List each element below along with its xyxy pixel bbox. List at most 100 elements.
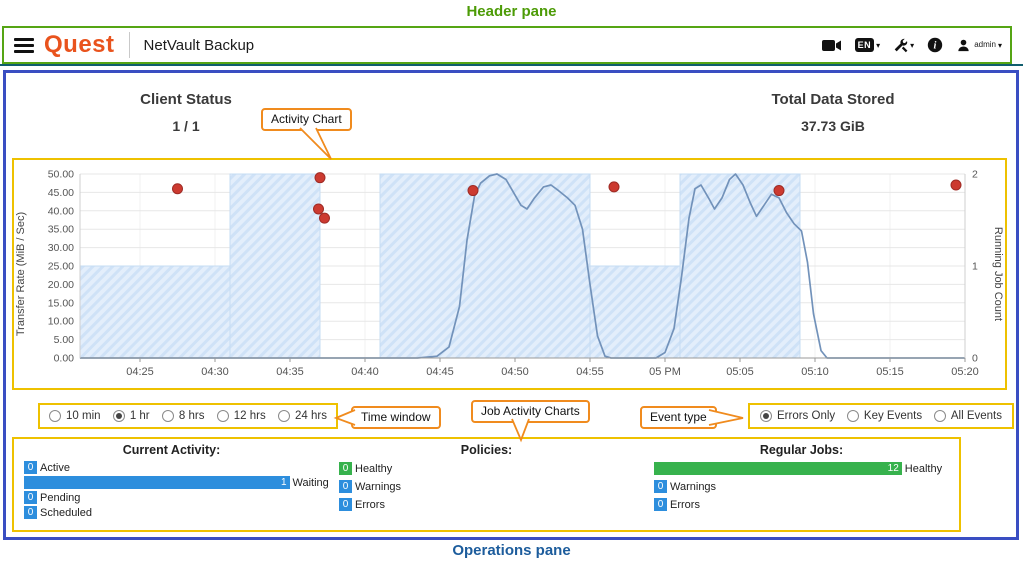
svg-text:04:45: 04:45: [426, 366, 454, 378]
svg-text:i: i: [934, 41, 937, 52]
chevron-down-icon: ▾: [910, 40, 915, 50]
ops-row: 0 Scheduled: [24, 506, 319, 519]
svg-text:5.00: 5.00: [54, 334, 75, 346]
time-window-option[interactable]: 24 hrs: [278, 410, 327, 422]
svg-text:45.00: 45.00: [48, 187, 74, 199]
svg-text:05:15: 05:15: [876, 366, 904, 378]
header-pane-annotation: Header pane: [466, 3, 557, 20]
ops-group: Current Activity: 0 Active 1 Waiting 0 Pending…: [14, 441, 329, 528]
radio-icon: [49, 410, 61, 422]
client-status-label: Client Status: [140, 91, 232, 108]
language-selector[interactable]: EN ▾: [854, 38, 881, 52]
ops-row: 0 Errors: [654, 498, 949, 511]
user-menu[interactable]: admin ▾: [956, 38, 1002, 53]
svg-text:05:20: 05:20: [951, 366, 979, 378]
ops-row-label: Errors: [355, 498, 385, 511]
time-window-option[interactable]: 8 hrs: [161, 410, 205, 422]
count-badge: 0: [654, 498, 667, 511]
time-window-option[interactable]: 12 hrs: [216, 410, 266, 422]
count-badge: 0: [24, 461, 37, 474]
svg-text:40.00: 40.00: [48, 205, 74, 217]
right-axis-title: Running Job Count: [992, 226, 1004, 322]
ops-row-label: Pending: [40, 491, 81, 504]
svg-text:04:25: 04:25: [126, 366, 154, 378]
ops-row-label: Healthy: [355, 462, 393, 475]
ops-row-label: Warnings: [355, 480, 402, 493]
ops-row: 12 Healthy: [654, 462, 949, 475]
info-button[interactable]: i: [927, 37, 943, 53]
count-badge: 0: [339, 480, 352, 493]
radio-label: 10 min: [66, 410, 101, 422]
radio-label: Key Events: [863, 410, 923, 422]
ops-group: Regular Jobs: 12 Healthy 0 Warnings 0 Errors: [644, 441, 959, 528]
svg-text:0.00: 0.00: [54, 353, 75, 365]
svg-text:04:40: 04:40: [351, 366, 379, 378]
job-activity-charts-callout: Job Activity Charts: [471, 400, 590, 423]
quest-logo: Quest: [44, 31, 115, 58]
count-bar: 1: [24, 476, 290, 489]
ops-row-label: Scheduled: [40, 506, 92, 519]
svg-text:30.00: 30.00: [48, 242, 74, 254]
time-window-group: 10 min 1 hr 8 hrs 12 hrs 24 hrs: [38, 403, 338, 429]
count-bar: 12: [654, 462, 902, 475]
operations-pane-annotation: Operations pane: [452, 542, 571, 559]
radio-icon: [846, 410, 859, 422]
info-icon: i: [927, 37, 943, 53]
radio-label: 24 hrs: [295, 410, 327, 422]
svg-text:04:55: 04:55: [576, 366, 604, 378]
count-badge: 0: [24, 491, 37, 504]
ops-row: 0 Healthy: [339, 462, 634, 475]
ops-group-title: Policies:: [460, 443, 513, 457]
ops-row: 0 Errors: [339, 498, 634, 511]
svg-text:05 PM: 05 PM: [649, 366, 681, 378]
svg-text:05:10: 05:10: [801, 366, 829, 378]
video-tutorial-button[interactable]: [821, 39, 842, 52]
left-axis-title: Transfer Rate (MiB / Sec): [15, 211, 27, 337]
event-type-group: Errors Only Key Events All Events: [748, 403, 1014, 429]
svg-text:04:35: 04:35: [276, 366, 304, 378]
total-data-value: 37.73 GiB: [801, 118, 865, 134]
radio-icon: [161, 410, 174, 422]
count-badge: 0: [339, 498, 352, 511]
time-window-option[interactable]: 1 hr: [112, 410, 150, 422]
radio-icon: [112, 410, 125, 422]
radio-label: All Events: [950, 410, 1002, 422]
client-status-value: 1 / 1: [172, 118, 200, 134]
person-icon: [958, 39, 969, 51]
ops-row: 0 Active: [24, 461, 319, 474]
svg-text:04:30: 04:30: [201, 366, 229, 378]
event-type-callout: Event type: [640, 406, 717, 429]
radio-label: 8 hrs: [178, 410, 205, 422]
video-camera-icon: [821, 39, 841, 51]
event-type-option[interactable]: All Events: [933, 410, 1002, 422]
dashboard-pane: Client Status 1 / 1 Total Data Stored 37…: [3, 70, 1019, 540]
radio-icon: [278, 410, 291, 422]
total-data-summary: Total Data Stored 37.73 GiB: [723, 91, 943, 134]
svg-text:2: 2: [972, 169, 978, 181]
radio-icon: [933, 410, 946, 422]
ops-group-title: Current Activity:: [122, 443, 221, 457]
total-data-label: Total Data Stored: [771, 91, 895, 108]
ops-row-label: Waiting: [292, 476, 329, 489]
event-type-option[interactable]: Key Events: [846, 410, 923, 422]
time-window-option[interactable]: 10 min: [49, 410, 101, 422]
app-title: NetVault Backup: [143, 36, 255, 54]
svg-text:04:50: 04:50: [501, 366, 529, 378]
time-window-callout: Time window: [351, 406, 441, 429]
ops-group-title: Regular Jobs:: [759, 443, 844, 457]
tools-menu[interactable]: ▾: [893, 38, 914, 53]
hamburger-menu-icon[interactable]: [14, 37, 34, 53]
event-type-option[interactable]: Errors Only: [760, 410, 835, 422]
chevron-down-icon: ▾: [876, 40, 881, 50]
svg-text:35.00: 35.00: [48, 224, 74, 236]
ops-row-label: Healthy: [904, 462, 943, 475]
ops-row: 0 Warnings: [654, 480, 949, 493]
svg-text:25.00: 25.00: [48, 261, 74, 273]
svg-text:0: 0: [972, 353, 978, 365]
ops-row: 0 Pending: [24, 491, 319, 504]
header-underline: [0, 64, 1023, 66]
count-badge: 0: [339, 462, 352, 475]
svg-text:10.00: 10.00: [48, 316, 74, 328]
operations-pane: Current Activity: 0 Active 1 Waiting 0 Pending…: [12, 437, 961, 532]
ops-row: 1 Waiting: [24, 476, 329, 489]
